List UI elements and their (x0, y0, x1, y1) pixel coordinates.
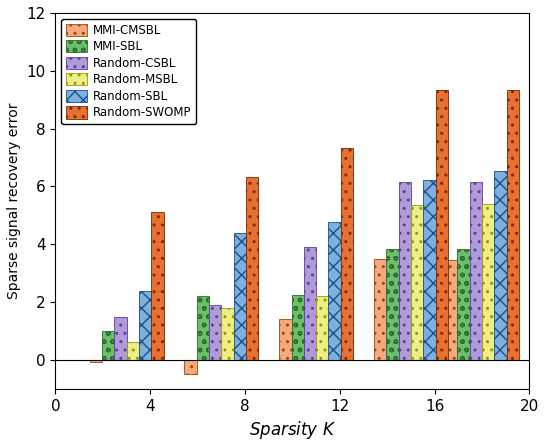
Bar (292, 295, 304, 360)
Bar (507, 90, 519, 360)
Bar (127, 342, 139, 360)
Bar (387, 249, 399, 360)
Bar (423, 180, 436, 360)
Bar (341, 148, 353, 360)
Bar (470, 182, 482, 360)
Bar (114, 317, 127, 360)
Bar (411, 205, 423, 360)
Bar (374, 258, 387, 360)
Bar (185, 360, 197, 375)
Bar (246, 177, 258, 360)
Bar (279, 319, 292, 360)
Bar (304, 247, 316, 360)
Bar (234, 233, 246, 360)
Bar (436, 90, 448, 360)
X-axis label: Sparsity $K$: Sparsity $K$ (249, 419, 336, 441)
Bar (151, 212, 164, 360)
Bar (197, 296, 209, 360)
Bar (221, 308, 234, 360)
Bar (209, 305, 221, 360)
Bar (329, 222, 341, 360)
Bar (102, 331, 114, 360)
Bar (482, 204, 494, 360)
Legend: MMI-CMSBL, MMI-SBL, Random-CSBL, Random-MSBL, Random-SBL, Random-SWOMP: MMI-CMSBL, MMI-SBL, Random-CSBL, Random-… (61, 19, 197, 124)
Bar (494, 171, 507, 360)
Bar (90, 360, 102, 362)
Bar (445, 260, 458, 360)
Bar (139, 291, 151, 360)
Bar (399, 182, 411, 360)
Bar (316, 296, 329, 360)
Y-axis label: Sparse signal recovery error: Sparse signal recovery error (7, 103, 21, 299)
Bar (458, 249, 470, 360)
